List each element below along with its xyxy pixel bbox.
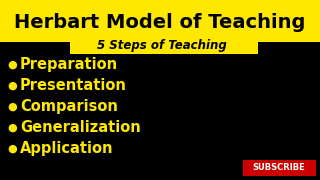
- Text: 5 Steps of Teaching: 5 Steps of Teaching: [97, 39, 227, 52]
- Text: Preparation: Preparation: [20, 57, 118, 73]
- Text: Generalization: Generalization: [20, 120, 141, 136]
- Text: ●: ●: [7, 102, 17, 112]
- FancyBboxPatch shape: [243, 160, 316, 176]
- Text: SUBSCRIBE: SUBSCRIBE: [252, 163, 305, 172]
- FancyBboxPatch shape: [0, 0, 320, 42]
- Text: ●: ●: [7, 81, 17, 91]
- Text: ●: ●: [7, 60, 17, 70]
- Text: Comparison: Comparison: [20, 100, 118, 114]
- Text: Presentation: Presentation: [20, 78, 127, 93]
- Text: Herbart Model of Teaching: Herbart Model of Teaching: [14, 12, 306, 32]
- Text: ●: ●: [7, 144, 17, 154]
- Text: ●: ●: [7, 123, 17, 133]
- FancyBboxPatch shape: [70, 37, 258, 54]
- Text: Application: Application: [20, 141, 114, 156]
